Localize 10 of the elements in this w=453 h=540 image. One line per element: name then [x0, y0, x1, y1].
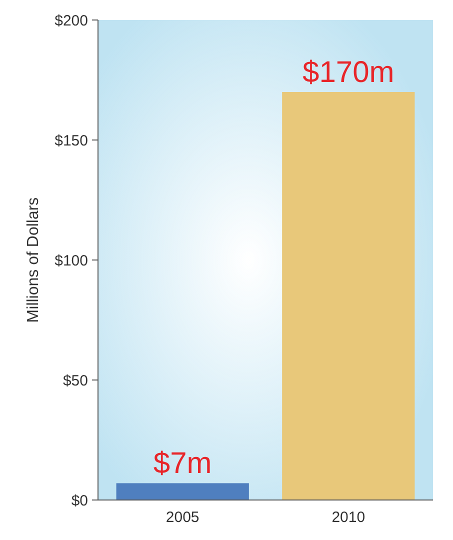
data-label: $7m: [153, 447, 212, 480]
y-tick-label: $0: [71, 492, 88, 510]
x-tick-label: 2010: [332, 509, 366, 526]
y-tick-label: $200: [54, 12, 88, 30]
y-axis-title: Millions of Dollars: [25, 197, 42, 323]
x-tick-label: 2005: [166, 509, 200, 526]
y-tick-label: $50: [62, 372, 88, 390]
y-tick-label: $100: [54, 252, 88, 270]
data-label: $170m: [302, 56, 394, 89]
y-tick-label: $150: [54, 132, 88, 150]
